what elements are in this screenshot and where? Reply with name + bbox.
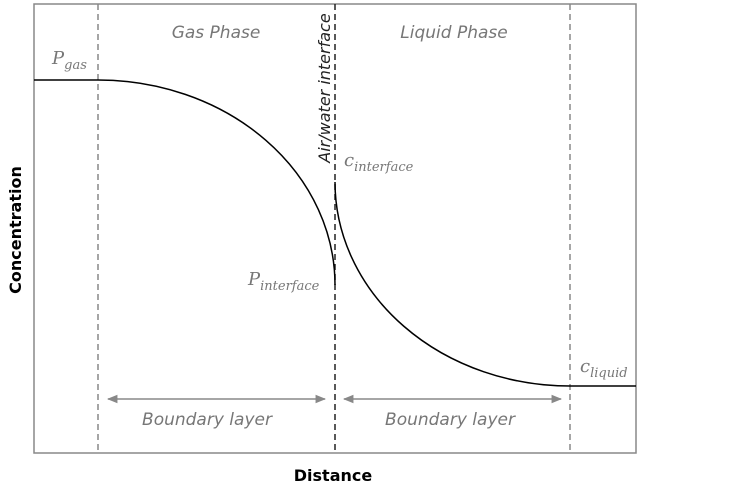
y-axis-label: Concentration <box>6 166 25 294</box>
interface-label: Air/water interface <box>315 13 334 164</box>
x-axis-label: Distance <box>294 466 373 485</box>
dividers <box>97 4 571 453</box>
symbol: P <box>51 48 65 69</box>
gas-curve <box>34 79 336 286</box>
subscript: liquid <box>590 366 628 381</box>
subscript: interface <box>260 279 320 294</box>
subscript: gas <box>64 58 87 73</box>
boundary-label: Boundary layer <box>385 410 516 430</box>
symbol: c <box>344 150 354 171</box>
symbol: c <box>580 356 590 377</box>
point-label: cinterface <box>344 150 414 175</box>
symbol: P <box>247 269 261 290</box>
liquid-curve <box>334 181 636 387</box>
region-label: Liquid Phase <box>400 23 507 43</box>
region-label: Gas Phase <box>172 23 261 43</box>
point-label: cliquid <box>580 356 628 381</box>
subscript: interface <box>354 160 414 175</box>
point-label: Pgas <box>51 48 87 73</box>
point-label: Pinterface <box>247 269 320 294</box>
boundary-label: Boundary layer <box>142 410 273 430</box>
